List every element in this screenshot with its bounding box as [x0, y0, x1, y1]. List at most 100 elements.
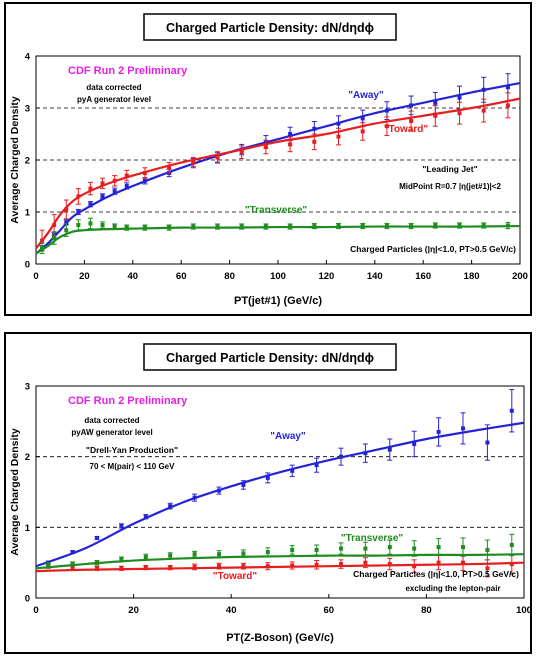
data-point	[433, 223, 438, 228]
chart-title-box	[143, 13, 397, 41]
y-tick-label: 2	[25, 452, 30, 463]
data-point	[363, 546, 368, 551]
chart-annotation: Charged Particles (|η|<1.0, PT>0.5 GeV/c…	[353, 569, 519, 579]
y-tick-label: 0	[25, 594, 30, 605]
x-axis-label: PT(Z-Boson) (GeV/c)	[226, 632, 334, 644]
data-point	[314, 463, 319, 468]
chart-title: Charged Particle Density: dN/dηdϕ	[166, 351, 374, 365]
data-point	[168, 553, 173, 558]
data-point	[70, 550, 75, 555]
x-tick-label: 20	[128, 605, 139, 616]
data-point	[112, 189, 117, 194]
data-point	[265, 475, 270, 480]
data-point	[457, 95, 462, 100]
series-curve	[35, 421, 525, 568]
data-point	[481, 108, 486, 113]
data-point	[290, 468, 295, 473]
series-curve	[35, 81, 521, 255]
data-point	[124, 225, 129, 230]
data-point	[436, 429, 441, 434]
y-axis-label: Average Charged Density	[9, 428, 21, 556]
x-tick-label: 40	[128, 271, 139, 282]
chart-title-box	[143, 343, 397, 371]
data-point	[436, 545, 441, 550]
data-point	[95, 566, 99, 571]
data-point	[481, 87, 486, 92]
data-point	[387, 447, 392, 452]
data-point	[314, 562, 319, 567]
data-point	[461, 545, 465, 550]
x-tick-label: 200	[512, 271, 528, 282]
data-point	[339, 454, 343, 459]
data-point	[312, 224, 317, 229]
data-point	[88, 186, 93, 191]
data-point	[312, 139, 317, 144]
series-label: "Toward"	[384, 124, 429, 135]
x-tick-label: 160	[415, 271, 431, 282]
data-point	[40, 246, 45, 251]
data-point	[387, 545, 392, 550]
data-point	[167, 165, 172, 170]
data-point	[312, 126, 317, 131]
chart-panel-top: Charged Particle Density: dN/dηdϕ 0 20 40 60…	[4, 2, 532, 316]
chart-annotation: pyAW generator level	[71, 428, 152, 437]
data-point	[412, 441, 417, 446]
x-tick-label: 140	[367, 271, 383, 282]
data-point	[384, 224, 389, 229]
data-point	[239, 150, 244, 155]
data-point	[485, 440, 490, 445]
data-point	[191, 224, 196, 229]
data-point	[241, 482, 246, 487]
data-point	[100, 194, 105, 199]
data-point	[265, 550, 270, 555]
data-point	[505, 103, 510, 108]
chart-annotation: data corrected	[84, 416, 139, 425]
series-label: "Toward"	[213, 571, 258, 582]
y-tick-label: 1	[25, 523, 31, 534]
data-point	[314, 547, 319, 552]
series-label: "Away"	[348, 90, 384, 101]
y-tick-label: 1	[25, 208, 31, 219]
chart-annotation: 70 < M(pair) < 110 GeV	[90, 462, 176, 471]
y-tick-label: 0	[25, 260, 30, 271]
data-point	[409, 119, 414, 123]
data-point	[290, 563, 295, 568]
data-point	[360, 129, 365, 134]
data-point	[143, 514, 148, 519]
data-point	[70, 562, 75, 567]
x-tick-label: 60	[324, 605, 335, 616]
data-point	[290, 547, 295, 552]
data-point	[76, 194, 81, 199]
data-point	[336, 224, 341, 229]
data-point	[263, 224, 268, 229]
chart-annotation: MidPoint R=0.7 |η(jet#1)|<2	[399, 182, 501, 191]
data-point	[241, 551, 246, 556]
data-point	[461, 426, 465, 431]
data-point	[409, 224, 414, 229]
data-point	[461, 560, 465, 565]
x-tick-label: 40	[226, 605, 237, 616]
data-point	[288, 132, 293, 136]
data-point	[485, 547, 490, 552]
data-point	[457, 111, 462, 116]
data-point	[239, 224, 244, 229]
data-point	[112, 178, 117, 183]
data-point	[167, 225, 172, 230]
data-point	[457, 223, 462, 228]
data-point	[363, 451, 368, 456]
data-point	[505, 223, 510, 228]
data-point	[119, 557, 124, 562]
data-point	[336, 134, 341, 139]
data-point	[52, 223, 57, 227]
data-point	[360, 116, 365, 121]
x-tick-label: 0	[33, 271, 38, 282]
x-tick-label: 100	[270, 271, 286, 282]
chart-annotation: Charged Particles (|η|<1.0, PT>0.5 GeV/c…	[350, 244, 516, 254]
data-point	[143, 555, 148, 560]
data-point	[64, 220, 69, 225]
x-tick-label: 80	[224, 271, 235, 282]
data-point	[168, 565, 173, 570]
data-point	[485, 566, 490, 571]
chart-svg-bottom: Charged Particle Density: dN/dηdϕ 0 20 40 60…	[9, 343, 532, 644]
chart-annotation: "Leading Jet"	[422, 164, 477, 174]
